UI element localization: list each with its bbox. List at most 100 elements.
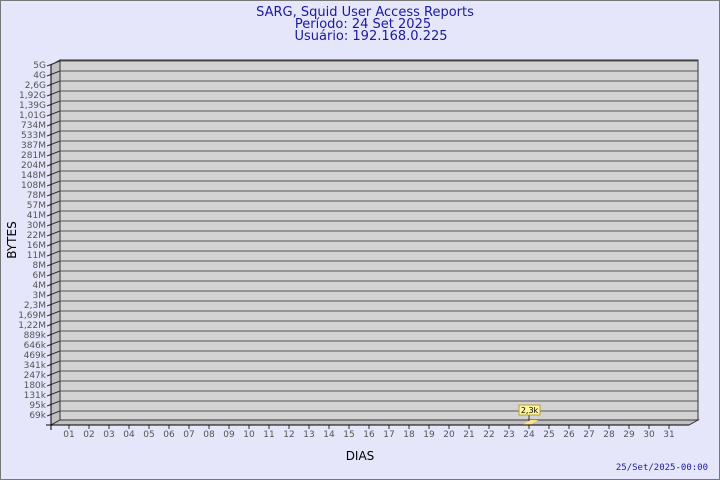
y-tick-label: 2,3M xyxy=(24,301,46,311)
y-tick-label: 41M xyxy=(27,211,46,221)
y-tick xyxy=(46,290,61,297)
x-tick-label: 24 xyxy=(523,430,535,440)
y-tick xyxy=(46,400,61,407)
y-tick xyxy=(46,120,61,127)
x-tick-label: 16 xyxy=(363,430,375,440)
y-tick-label: 108M xyxy=(21,181,46,191)
y-tick-label: 4M xyxy=(33,281,47,291)
y-tick-label: 247k xyxy=(24,371,47,381)
x-tick-label: 30 xyxy=(643,430,655,440)
x-tick-label: 09 xyxy=(223,430,235,440)
y-tick-label: 78M xyxy=(27,191,46,201)
y-tick xyxy=(46,130,61,137)
x-tick-label: 08 xyxy=(203,430,215,440)
y-tick xyxy=(46,80,61,87)
y-tick xyxy=(46,190,61,197)
y-tick-label: 734M xyxy=(21,121,46,131)
y-tick xyxy=(46,260,61,267)
y-tick-label: 341k xyxy=(24,361,47,371)
x-axis-label: DIAS xyxy=(346,449,375,463)
x-tick-label: 14 xyxy=(323,430,335,440)
timestamp: 25/Set/2025-00:00 xyxy=(616,463,708,473)
y-tick-label: 1,01G xyxy=(19,111,46,121)
x-tick-label: 11 xyxy=(263,430,274,440)
y-tick-label: 469k xyxy=(24,351,47,361)
y-tick xyxy=(46,330,61,337)
y-tick xyxy=(46,310,61,317)
y-tick xyxy=(46,180,61,187)
y-tick-label: 646k xyxy=(24,341,47,351)
x-tick-label: 22 xyxy=(483,430,494,440)
y-tick xyxy=(46,170,61,177)
y-tick-label: 387M xyxy=(21,141,46,151)
x-tick-label: 23 xyxy=(503,430,514,440)
y-tick-label: 3M xyxy=(33,291,47,301)
x-tick-label: 27 xyxy=(583,430,594,440)
y-tick xyxy=(46,100,61,107)
x-tick-label: 04 xyxy=(123,430,135,440)
x-tick-label: 17 xyxy=(383,430,394,440)
chart-title: SARG, Squid User Access Reports xyxy=(256,5,474,20)
x-tick-label: 29 xyxy=(623,430,635,440)
y-tick-label: 4G xyxy=(33,71,46,81)
y-tick xyxy=(46,220,61,227)
y-tick-label: 204M xyxy=(21,161,46,171)
x-tick-label: 07 xyxy=(183,430,194,440)
y-tick xyxy=(46,240,61,247)
y-tick-label: 5G xyxy=(33,61,46,71)
y-axis-label: BYTES xyxy=(5,221,19,258)
y-tick-label: 8M xyxy=(33,261,47,271)
y-tick xyxy=(46,90,61,97)
y-tick-label: 11M xyxy=(27,251,46,261)
y-tick xyxy=(46,380,61,387)
y-tick xyxy=(46,70,61,77)
y-tick xyxy=(46,160,61,167)
y-tick xyxy=(46,250,61,257)
y-tick-label: 6M xyxy=(33,271,47,281)
x-tick-label: 20 xyxy=(443,430,455,440)
y-tick-label: 22M xyxy=(27,231,46,241)
y-tick xyxy=(46,230,61,237)
y-tick xyxy=(46,410,61,417)
y-tick xyxy=(46,300,61,307)
y-tick xyxy=(46,360,61,367)
data-label-box xyxy=(518,404,541,416)
x-tick-label: 28 xyxy=(603,430,615,440)
y-tick-label: 1,92G xyxy=(19,91,46,101)
y-tick-label: 148M xyxy=(21,171,46,181)
y-tick-label: 889k xyxy=(24,331,47,341)
y-tick xyxy=(46,210,61,217)
y-tick xyxy=(46,350,61,357)
y-tick-label: 1,69M xyxy=(18,311,46,321)
y-tick-label: 95k xyxy=(29,401,46,411)
y-tick-label: 30M xyxy=(27,221,46,231)
x-tick-label: 26 xyxy=(563,430,575,440)
x-tick-label: 02 xyxy=(83,430,94,440)
data-label: 2,3k xyxy=(521,406,539,415)
x-tick-label: 19 xyxy=(423,430,435,440)
y-tick xyxy=(46,320,61,327)
x-tick-label: 06 xyxy=(163,430,175,440)
x-tick-label: 03 xyxy=(103,430,114,440)
y-tick xyxy=(46,110,61,117)
y-tick-label: 1,39G xyxy=(19,101,46,111)
x-tick-label: 10 xyxy=(243,430,255,440)
x-tick-label: 25 xyxy=(543,430,554,440)
y-tick-label: 1,22M xyxy=(18,321,46,331)
y-tick xyxy=(46,150,61,157)
x-tick-label: 15 xyxy=(343,430,354,440)
y-tick xyxy=(46,60,61,67)
y-tick-label: 2,6G xyxy=(25,81,46,91)
y-tick-label: 131k xyxy=(24,391,47,401)
x-tick-label: 18 xyxy=(403,430,415,440)
x-tick-label: 01 xyxy=(63,430,74,440)
x-tick-label: 21 xyxy=(463,430,474,440)
y-tick xyxy=(46,270,61,277)
y-tick-label: 57M xyxy=(27,201,46,211)
y-tick-label: 16M xyxy=(27,241,46,251)
y-tick xyxy=(46,370,61,377)
x-tick-label: 13 xyxy=(303,430,314,440)
bar-day-24 xyxy=(522,420,538,425)
y-tick xyxy=(46,200,61,207)
x-tick-label: 05 xyxy=(143,430,154,440)
